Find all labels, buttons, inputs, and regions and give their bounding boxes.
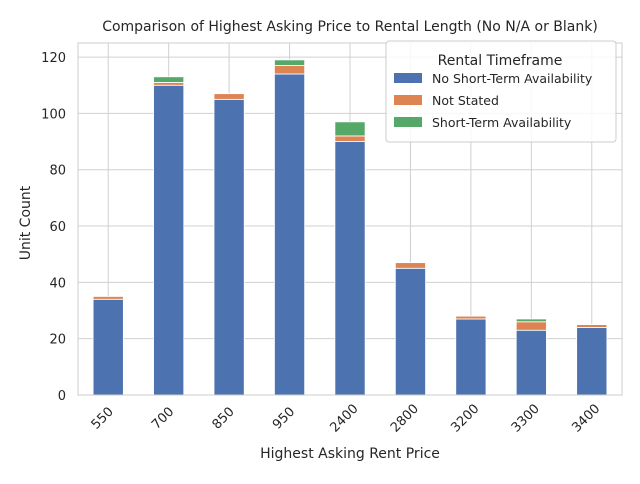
bar-segment-550-0 — [92, 298, 124, 396]
bar-segment-950-2 — [274, 59, 306, 66]
x-tick-label: 3200 — [448, 402, 482, 436]
x-axis-ticks: 550 700 850 950 2400 2800 3200 3300 3400 — [89, 402, 604, 436]
x-tick-label: 3300 — [509, 402, 543, 436]
bar-segment-3400-1 — [576, 324, 608, 328]
bar-segment-3300-2 — [515, 318, 547, 323]
legend-swatch-2 — [394, 117, 422, 127]
legend-title: Rental Timeframe — [438, 53, 563, 69]
bar-segment-700-0 — [153, 84, 185, 396]
bar-segment-850-0 — [213, 98, 245, 396]
y-axis-ticks: 0 20 40 60 80 100 120 — [41, 51, 66, 404]
plot-frame — [77, 42, 623, 396]
bar-segment-850-1 — [213, 93, 245, 100]
x-tick-label: 850 — [210, 404, 238, 432]
bar-segment-2400-1 — [334, 135, 366, 142]
bar-segment-3400-0 — [576, 327, 608, 396]
legend-box — [385, 40, 617, 143]
y-tick-label: 60 — [49, 220, 66, 235]
bar-segment-2800-1 — [394, 262, 426, 269]
y-tick-label: 120 — [41, 51, 66, 66]
y-tick-label: 40 — [49, 276, 66, 291]
bars — [92, 59, 608, 396]
x-tick-label: 3400 — [569, 402, 603, 436]
legend-swatch-1 — [394, 95, 422, 105]
chart-title: Comparison of Highest Asking Price to Re… — [102, 19, 598, 35]
bar-segment-3200-1 — [455, 315, 487, 320]
legend: Rental Timeframe No Short-Term Availabil… — [385, 40, 617, 143]
bar-segment-2400-2 — [334, 121, 366, 137]
bar-segment-3300-0 — [515, 329, 547, 396]
bar-segment-2400-0 — [334, 141, 366, 396]
bar-segment-700-1 — [153, 82, 185, 86]
y-tick-label: 20 — [49, 333, 66, 348]
y-tick-label: 0 — [58, 389, 66, 404]
y-axis-label: Unit Count — [18, 185, 34, 260]
bar-segment-2800-0 — [394, 267, 426, 396]
x-tick-label: 2800 — [388, 402, 422, 436]
bar-segment-700-2 — [153, 76, 185, 83]
y-tick-label: 100 — [41, 107, 66, 122]
legend-swatch-0 — [394, 73, 422, 83]
x-tick-label: 2400 — [328, 402, 362, 436]
y-tick-label: 80 — [49, 164, 66, 179]
bar-segment-950-0 — [274, 73, 306, 396]
x-tick-label: 700 — [149, 404, 177, 432]
x-tick-label: 950 — [270, 404, 298, 432]
x-tick-label: 550 — [89, 404, 117, 432]
bar-segment-550-1 — [92, 296, 124, 300]
bar-segment-3300-1 — [515, 321, 547, 331]
bar-segment-3200-0 — [455, 318, 487, 396]
bar-segment-950-1 — [274, 65, 306, 75]
legend-label-0: No Short-Term Availability — [432, 71, 593, 86]
legend-label-2: Short-Term Availability — [432, 115, 572, 130]
x-axis-label: Highest Asking Rent Price — [260, 446, 440, 462]
legend-label-1: Not Stated — [432, 93, 499, 108]
